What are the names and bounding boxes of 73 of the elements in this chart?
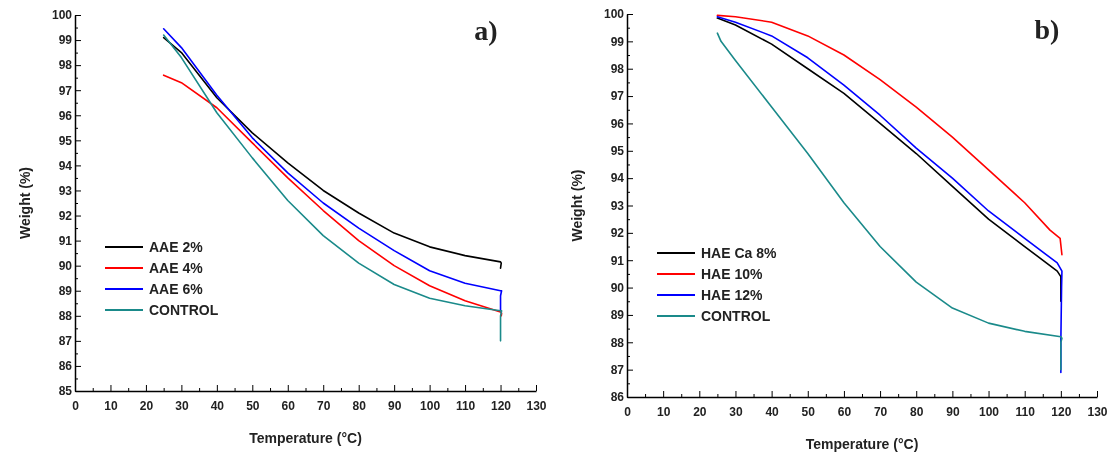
x-tick-label: 10 [656, 404, 671, 419]
x-tick-label: 70 [317, 398, 331, 413]
x-tick-label: 10 [104, 398, 118, 413]
y-tick-label: 96 [58, 108, 73, 123]
y-tick-label: 95 [58, 133, 73, 148]
y-tick-label: 92 [58, 208, 73, 223]
y-tick-label: 96 [610, 116, 625, 131]
y-tick-label: 85 [58, 384, 73, 399]
x-tick-label: 50 [246, 398, 260, 413]
y-tick-label: 91 [58, 233, 73, 248]
x-tick-label: 60 [281, 398, 296, 413]
y-tick-label: 97 [610, 89, 625, 104]
x-tick-label: 130 [526, 398, 547, 413]
x-tick-label: 60 [837, 404, 852, 419]
y-tick-label: 86 [58, 359, 73, 374]
x-tick-label: 30 [175, 398, 189, 413]
y-tick-label: 95 [610, 144, 625, 159]
x-tick-label: 80 [910, 404, 924, 419]
y-tick-label: 92 [610, 226, 625, 241]
x-tick-label: 130 [1087, 404, 1108, 419]
x-tick-label: 80 [352, 398, 367, 413]
x-tick-label: 20 [693, 404, 707, 419]
chart-title: b) [1034, 14, 1060, 45]
x-tick-label: 40 [765, 404, 780, 419]
y-tick-label: 89 [610, 308, 625, 323]
y-tick-label: 89 [58, 284, 73, 299]
legend-label: HAE 10% [701, 266, 764, 282]
legend-label: CONTROL [149, 302, 219, 318]
legend-label: HAE Ca 8% [701, 245, 778, 261]
legend-label: HAE 12% [701, 287, 764, 303]
legend-label: AAE 4% [149, 260, 204, 276]
y-axis-title: Weight (%) [569, 169, 585, 242]
y-tick-label: 90 [58, 259, 73, 274]
x-tick-label: 110 [1015, 404, 1036, 419]
x-tick-label: 0 [72, 398, 80, 413]
x-tick-label: 50 [801, 404, 816, 419]
y-tick-label: 99 [610, 34, 625, 49]
x-tick-label: 70 [873, 404, 888, 419]
x-tick-label: 30 [729, 404, 743, 419]
x-tick-label: 40 [210, 398, 225, 413]
y-tick-label: 100 [51, 8, 73, 23]
legend-label: CONTROL [701, 308, 771, 324]
y-tick-label: 93 [58, 183, 73, 198]
x-tick-label: 100 [979, 404, 1000, 419]
y-tick-label: 86 [610, 390, 625, 405]
x-tick-label: 90 [387, 398, 402, 413]
x-axis-title: Temperature (°C) [805, 436, 919, 452]
chart-title: a) [474, 15, 498, 46]
legend-label: AAE 6% [149, 281, 204, 297]
y-tick-label: 87 [58, 334, 73, 349]
x-axis-title: Temperature (°C) [249, 430, 362, 446]
y-tick-label: 88 [610, 335, 625, 350]
x-tick-label: 20 [139, 398, 154, 413]
y-tick-label: 100 [603, 7, 625, 22]
y-tick-label: 98 [610, 62, 625, 77]
x-tick-label: 110 [455, 398, 476, 413]
x-tick-label: 120 [1051, 404, 1072, 419]
y-tick-label: 97 [58, 83, 73, 98]
y-tick-label: 99 [58, 33, 73, 48]
y-tick-label: 98 [58, 58, 73, 73]
y-tick-label: 87 [610, 362, 625, 377]
legend-label: AAE 2% [149, 239, 204, 255]
x-tick-label: 120 [491, 398, 512, 413]
y-tick-label: 88 [58, 309, 73, 324]
x-tick-label: 100 [420, 398, 441, 413]
x-tick-label: 90 [946, 404, 960, 419]
y-tick-label: 91 [610, 253, 625, 268]
y-tick-label: 94 [58, 158, 73, 173]
y-tick-label: 93 [610, 198, 625, 213]
y-tick-label: 90 [610, 280, 625, 295]
x-tick-label: 0 [624, 404, 632, 419]
y-axis-title: Weight (%) [17, 166, 33, 240]
y-tick-label: 94 [610, 171, 625, 186]
